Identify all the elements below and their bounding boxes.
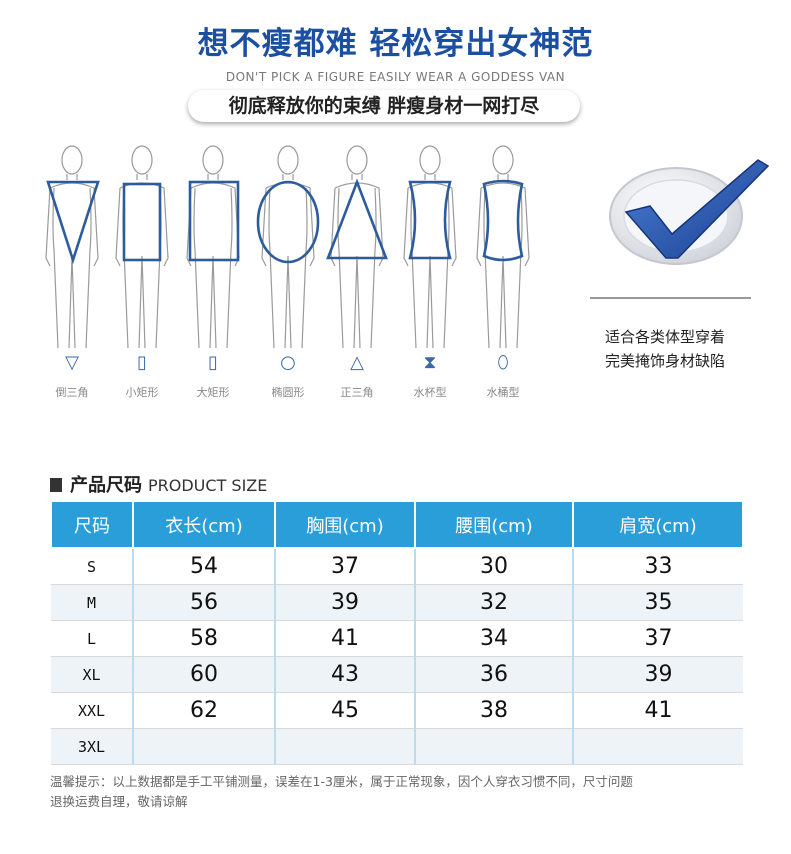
measurement-cell <box>133 728 276 765</box>
measurement-cell: 33 <box>573 548 743 585</box>
size-cell: S <box>51 548 134 585</box>
body-type-label: 小矩形 <box>125 386 159 399</box>
measurement-cell <box>573 728 743 765</box>
measurement-cell <box>275 728 416 765</box>
size-table: 尺码 衣长(cm) 胸围(cm) 腰围(cm) 肩宽(cm) S 54 37 30 33 M 56 3… <box>50 500 744 765</box>
body-type-label: 水桶型 <box>486 386 520 399</box>
measurement-cell: 37 <box>573 620 743 657</box>
table-row: XXL 62 45 38 41 <box>51 692 743 729</box>
size-cell: M <box>51 584 134 621</box>
measurement-cell: 30 <box>415 548 574 585</box>
note-line-2: 退换运费自理，敬请谅解 <box>50 794 188 809</box>
body-type-icon: ▯ <box>208 352 218 373</box>
column-header: 肩宽(cm) <box>572 500 744 549</box>
body-type-label: 正三角 <box>340 386 374 399</box>
column-header: 胸围(cm) <box>274 500 416 549</box>
measurement-cell: 60 <box>133 656 276 693</box>
size-cell: L <box>51 620 134 657</box>
body-type-figures <box>45 145 530 349</box>
measurement-cell: 37 <box>275 548 416 585</box>
column-header: 尺码 <box>50 500 134 549</box>
body-type-label: 倒三角 <box>55 386 89 399</box>
size-title-en: PRODUCT SIZE <box>148 476 268 495</box>
column-header: 衣长(cm) <box>132 500 276 549</box>
suitability-text: 适合各类体型穿着 完美掩饰身材缺陷 <box>560 325 770 373</box>
body-figure <box>45 145 99 349</box>
column-header: 腰围(cm) <box>414 500 574 549</box>
size-cell: XL <box>51 656 134 693</box>
table-row: M 56 39 32 35 <box>51 584 743 621</box>
measurement-cell: 32 <box>415 584 574 621</box>
table-row: 3XL <box>51 728 743 765</box>
body-shape-outline <box>482 179 524 262</box>
measurement-cell: 39 <box>573 656 743 693</box>
table-row: L 58 41 34 37 <box>51 620 743 657</box>
measurement-cell: 41 <box>275 620 416 657</box>
body-shape-outline <box>256 180 320 264</box>
english-subline: DON'T PICK A FIGURE EASILY WEAR A GODDES… <box>225 70 566 84</box>
measurement-cell: 54 <box>133 548 276 585</box>
body-shape-outline <box>46 180 100 265</box>
measurement-cell: 41 <box>573 692 743 729</box>
size-title-cn: 产品尺码 <box>70 475 142 496</box>
suitability-line-2: 完美掩饰身材缺陷 <box>604 352 725 370</box>
measurement-cell: 45 <box>275 692 416 729</box>
table-row: XL 60 43 36 39 <box>51 656 743 693</box>
note-line-1: 温馨提示：以上数据都是手工平铺测量，误差在1-3厘米，属于正常现象，因个人穿衣习… <box>50 774 633 789</box>
table-row: S 54 37 30 33 <box>51 548 743 585</box>
body-shape-outline <box>326 178 388 260</box>
body-shape-outline <box>122 182 162 262</box>
measurement-cell: 35 <box>573 584 743 621</box>
body-type-label: 椭圆形 <box>271 386 305 399</box>
body-type-label: 水杯型 <box>413 386 447 399</box>
body-type-icon: △ <box>350 352 364 373</box>
measurement-cell: 38 <box>415 692 574 729</box>
size-section-title: 产品尺码 PRODUCT SIZE <box>50 471 267 497</box>
body-type-icon: ○ <box>280 352 296 373</box>
measurement-cell <box>415 728 574 765</box>
suitability-line-1: 适合各类体型穿着 <box>604 328 725 346</box>
measurement-cell: 36 <box>415 656 574 693</box>
body-figure <box>261 145 315 349</box>
check-mark-icon <box>609 159 770 265</box>
size-cell: XXL <box>51 692 134 729</box>
measurement-cell: 34 <box>415 620 574 657</box>
headline: 想不瘦都难 轻松穿出女神范 <box>197 26 594 62</box>
body-type-label: 大矩形 <box>196 386 230 399</box>
divider <box>590 297 751 299</box>
body-type-icon: ⬯ <box>497 352 509 373</box>
measurement-cell: 39 <box>275 584 416 621</box>
body-figure <box>186 145 240 349</box>
body-type-icon: ▯ <box>137 352 147 373</box>
measurement-cell: 62 <box>133 692 276 729</box>
square-bullet-icon <box>50 478 62 492</box>
measurement-note: 温馨提示：以上数据都是手工平铺测量，误差在1-3厘米，属于正常现象，因个人穿衣习… <box>50 772 750 812</box>
size-cell: 3XL <box>51 728 134 765</box>
body-shape-outline <box>408 180 452 260</box>
measurement-cell: 43 <box>275 656 416 693</box>
tagline-pill: 彻底释放你的束缚 胖瘦身材一网打尽 <box>188 90 580 122</box>
size-table-header: 尺码 衣长(cm) 胸围(cm) 腰围(cm) 肩宽(cm) <box>50 500 744 549</box>
measurement-cell: 58 <box>133 620 276 657</box>
body-figure <box>330 145 384 349</box>
measurement-cell: 56 <box>133 584 276 621</box>
body-type-icon: ▽ <box>65 352 79 373</box>
body-type-icon: ⧗ <box>423 352 437 373</box>
body-shape-outline <box>188 180 240 262</box>
